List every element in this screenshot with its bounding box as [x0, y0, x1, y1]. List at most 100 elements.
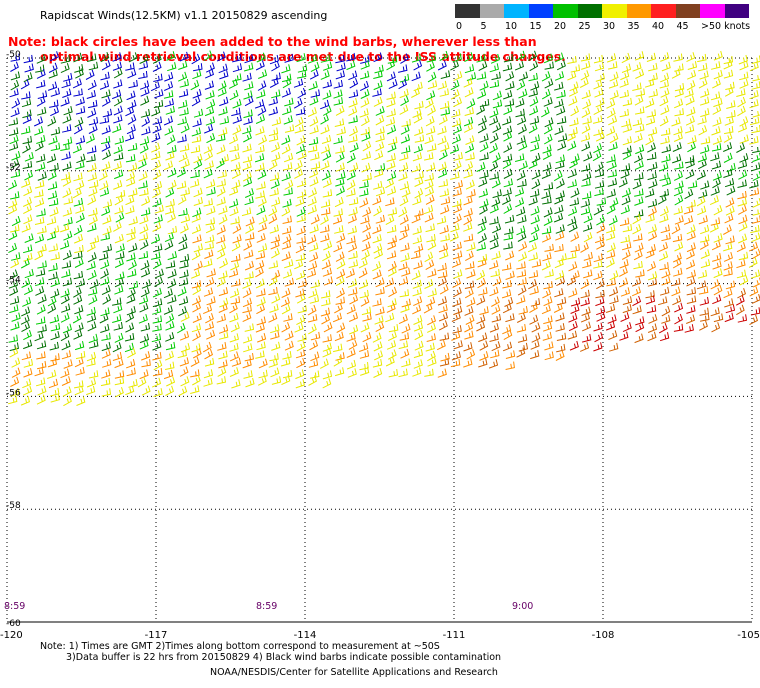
wind-barb: [205, 179, 216, 189]
wind-barb: [414, 243, 424, 253]
wind-barb: [373, 96, 383, 107]
wind-barb: [101, 59, 111, 71]
wind-barb: [529, 302, 538, 314]
wind-barb: [218, 303, 228, 313]
wind-barb: [463, 214, 473, 226]
wind-barb: [22, 114, 32, 124]
wind-barb: [736, 88, 746, 97]
wind-barb: [295, 196, 305, 207]
wind-barb: [647, 271, 658, 281]
wind-barb: [372, 332, 382, 343]
wind-barb: [243, 62, 254, 72]
wind-barb: [295, 107, 306, 116]
wind-barb: [22, 296, 32, 307]
wind-barb: [244, 196, 254, 206]
wind-barb: [74, 64, 84, 73]
wind-barb: [219, 96, 229, 107]
wind-barb: [102, 358, 112, 368]
wind-barb: [555, 312, 565, 322]
wind-barb: [424, 98, 434, 109]
wind-barb: [412, 367, 422, 377]
wind-barb: [167, 268, 177, 279]
wind-barb: [567, 168, 577, 179]
wind-barb: [423, 303, 433, 314]
wind-barb: [62, 250, 72, 261]
wind-barb: [139, 54, 149, 64]
wind-barb: [751, 215, 760, 224]
wind-barb: [22, 109, 32, 119]
wind-barb: [504, 98, 515, 107]
wind-barb: [478, 287, 488, 296]
wind-barb: [150, 251, 161, 260]
wind-barb: [23, 252, 33, 262]
wind-barb: [738, 221, 748, 232]
wind-barb: [141, 359, 151, 368]
wind-barb: [140, 260, 150, 271]
wind-barb: [619, 331, 629, 341]
wind-barb: [86, 385, 96, 396]
wind-barb: [465, 314, 475, 325]
wind-barb: [154, 276, 164, 287]
wind-barb: [596, 305, 606, 316]
wind-barb: [684, 324, 694, 333]
wind-barb: [167, 212, 176, 223]
wind-barb: [400, 95, 410, 107]
wind-barb: [436, 340, 446, 351]
wind-barb: [74, 257, 84, 268]
wind-barb: [517, 251, 528, 262]
wind-barb: [479, 170, 489, 179]
wind-barb: [502, 303, 512, 314]
wind-barb: [204, 80, 214, 90]
wind-barb: [400, 252, 410, 262]
wind-barb: [529, 115, 540, 125]
wind-barb: [61, 124, 72, 133]
wind-barb: [23, 72, 33, 83]
wind-barb: [322, 90, 332, 100]
wind-barb: [177, 134, 187, 143]
wind-barb: [424, 186, 435, 197]
wind-barb: [399, 223, 410, 233]
wind-barb: [583, 231, 593, 243]
wind-barb: [63, 196, 74, 205]
wind-barb: [320, 290, 331, 299]
wind-barb: [633, 152, 643, 164]
wind-barb: [8, 204, 18, 215]
wind-barb: [191, 280, 202, 289]
wind-barb: [231, 357, 242, 367]
wind-barb: [309, 224, 319, 234]
wind-barb: [165, 187, 175, 198]
wind-barb: [567, 216, 577, 227]
footnote-line-1: Note: 1) Times are GMT 2)Times along bot…: [40, 641, 440, 652]
wind-barb: [218, 127, 228, 137]
wind-barb: [437, 60, 447, 71]
wind-barb: [424, 179, 434, 190]
wind-barb: [439, 100, 450, 110]
wind-barb: [167, 294, 177, 304]
wind-barb: [710, 279, 720, 290]
wind-barb: [178, 277, 189, 287]
wind-barb: [218, 205, 228, 215]
wind-barb: [751, 293, 760, 304]
wind-barb: [284, 97, 294, 107]
wind-barb: [88, 214, 98, 225]
wind-barb: [699, 307, 709, 316]
wind-barb: [634, 95, 644, 106]
wind-barb: [126, 358, 136, 369]
wind-barb: [72, 313, 82, 324]
wind-barb: [9, 269, 18, 280]
wind-barb: [190, 145, 201, 154]
wind-barb: [36, 304, 46, 315]
wind-barb: [270, 178, 280, 189]
wind-barb: [320, 124, 330, 135]
wind-barb: [423, 204, 434, 215]
wind-barb: [362, 231, 372, 242]
wind-barb: [554, 125, 564, 135]
wind-barb: [165, 332, 175, 342]
wind-barb: [738, 54, 748, 65]
wind-barb: [686, 242, 696, 253]
wind-barb: [231, 278, 241, 287]
wind-barb: [243, 116, 253, 125]
latitude-label: -56: [6, 388, 21, 398]
wind-barb: [61, 350, 72, 360]
wind-barb: [711, 240, 721, 251]
